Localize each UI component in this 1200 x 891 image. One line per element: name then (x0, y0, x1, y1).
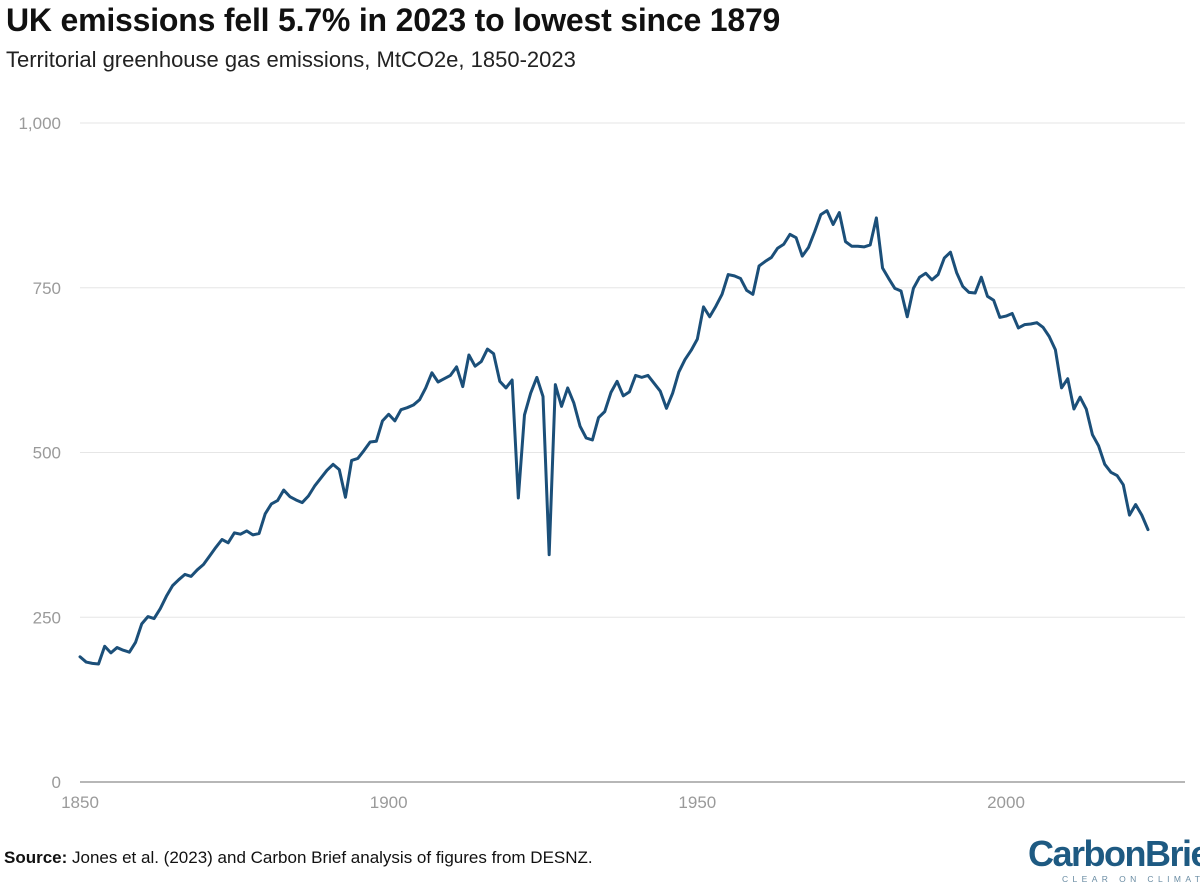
series-group (78, 209, 1150, 666)
x-tick-label: 1900 (370, 793, 408, 812)
x-axis-labels: 1850 1900 1950 2000 (61, 793, 1025, 812)
y-tick-label: 250 (33, 608, 61, 627)
y-axis-labels: 0 250 500 750 1,000 (18, 114, 61, 792)
y-tick-label: 500 (33, 444, 61, 463)
chart-subtitle: Territorial greenhouse gas emissions, Mt… (6, 47, 576, 72)
y-tick-label: 0 (52, 773, 61, 792)
series-line-0 (78, 209, 1150, 666)
logo-word-brief: Brief (1145, 833, 1200, 874)
x-tick-label: 1850 (61, 793, 99, 812)
x-tick-label: 2000 (987, 793, 1025, 812)
source-footer: Source: Jones et al. (2023) and Carbon B… (4, 848, 593, 868)
grid-lines (80, 122, 1185, 618)
x-tick-label: 1950 (678, 793, 716, 812)
source-label: Source: (4, 848, 68, 867)
source-text: Jones et al. (2023) and Carbon Brief ana… (67, 848, 593, 867)
chart-title: UK emissions fell 5.7% in 2023 to lowest… (6, 2, 781, 38)
y-tick-label: 750 (33, 279, 61, 298)
logo-word-carbon: Carbon (1028, 833, 1147, 874)
logo-tagline: CLEAR ON CLIMATE (1062, 874, 1200, 884)
y-tick-label: 1,000 (18, 114, 61, 133)
